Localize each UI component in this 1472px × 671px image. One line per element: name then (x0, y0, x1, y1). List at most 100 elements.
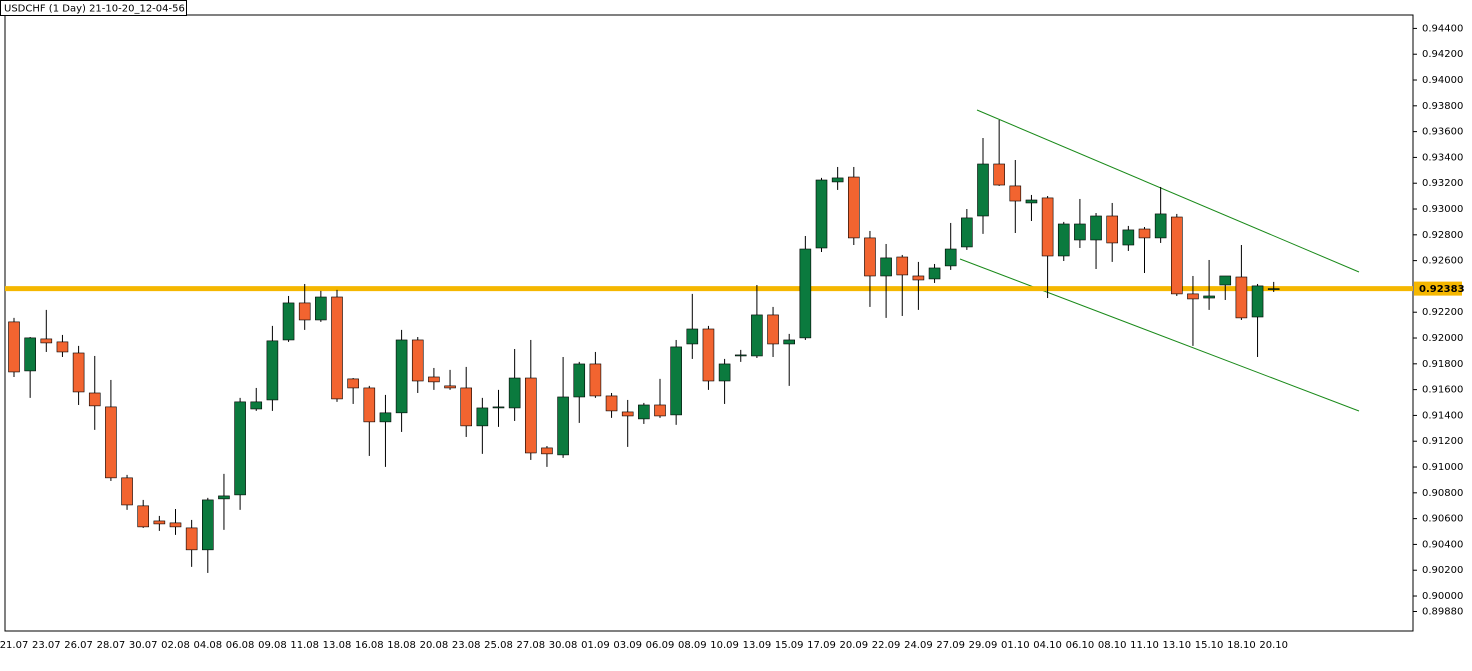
candle-body (621, 411, 634, 417)
x-tick-label: 20.10 (1259, 640, 1288, 651)
y-tick-label: 0.90200 (1422, 565, 1463, 576)
y-tick-label: 0.92800 (1422, 230, 1463, 241)
candle-body (977, 163, 989, 217)
x-tick-label: 02.08 (161, 640, 190, 651)
plot-area (4, 14, 1414, 632)
candle-body (379, 412, 392, 423)
candle-body (1009, 185, 1022, 202)
current-price-box (1414, 281, 1462, 296)
candle-body (1219, 275, 1232, 286)
candle-body (524, 377, 537, 454)
candle-body (250, 401, 263, 410)
candle-body (638, 404, 650, 420)
x-tick-label: 21.07 (0, 640, 28, 651)
candle-body (605, 395, 618, 412)
y-tick-label: 0.90000 (1422, 591, 1463, 602)
x-tick-label: 11.08 (290, 640, 319, 651)
candle-body (815, 179, 828, 249)
candle-body (1138, 228, 1151, 239)
channel-upper (976, 109, 1360, 273)
x-tick-label: 26.07 (64, 640, 93, 651)
candle-body (218, 495, 230, 500)
candle-body (670, 346, 682, 416)
x-tick-label: 27.09 (936, 640, 965, 651)
candle-body (331, 296, 343, 400)
candle-body (298, 302, 311, 321)
x-tick-label: 30.08 (549, 640, 578, 651)
candle-body (783, 339, 796, 345)
candle-body (363, 387, 376, 423)
y-tick-label: 0.90600 (1422, 514, 1463, 525)
x-tick-label: 08.10 (1098, 640, 1127, 651)
x-tick-label: 23.08 (452, 640, 481, 651)
candle-body (266, 340, 279, 401)
candle-body (1203, 295, 1215, 299)
x-tick-label: 18.10 (1227, 640, 1256, 651)
candle-body (961, 217, 973, 248)
x-tick-label: 06.08 (226, 640, 255, 651)
x-tick-label: 13.09 (743, 640, 772, 651)
candle-body (734, 354, 747, 357)
x-tick-label: 22.09 (872, 640, 901, 651)
candle-body (202, 499, 214, 551)
title-box (0, 0, 187, 16)
x-tick-label: 18.08 (387, 640, 416, 651)
candle-body (718, 363, 731, 382)
candle-body (282, 302, 295, 341)
y-tick-label: 0.89880 (1422, 607, 1463, 618)
y-tick-label: 0.91200 (1422, 436, 1463, 447)
x-tick-label: 23.07 (32, 640, 61, 651)
y-tick-label: 0.91800 (1422, 359, 1463, 370)
y-tick-label: 0.94200 (1422, 49, 1463, 60)
y-tick-label: 0.94000 (1422, 75, 1463, 86)
candle-body (928, 267, 941, 280)
candle-body (153, 520, 166, 525)
candle-body (767, 314, 779, 345)
x-tick-label: 04.10 (1033, 640, 1062, 651)
y-tick-label: 0.93400 (1422, 152, 1463, 163)
x-tick-label: 01.09 (581, 640, 610, 651)
candle-body (24, 337, 36, 372)
x-tick-label: 24.09 (904, 640, 933, 651)
candle-body (460, 387, 473, 427)
candle-body (40, 338, 53, 344)
x-tick-label: 03.09 (613, 640, 642, 651)
candle-body (137, 505, 149, 528)
x-tick-label: 09.08 (258, 640, 287, 651)
candle-body (492, 406, 505, 409)
current-price-label: 0.92383 (1419, 284, 1465, 295)
x-tick-label: 27.08 (516, 640, 545, 651)
candle-body (944, 248, 957, 267)
candle-body (751, 314, 763, 357)
candle-body (1074, 223, 1086, 241)
y-tick-label: 0.90800 (1422, 488, 1463, 499)
candle-body (395, 339, 408, 414)
candle-body (1122, 229, 1135, 246)
y-tick-label: 0.93800 (1422, 101, 1463, 112)
candle-body (169, 522, 182, 528)
candle-body (56, 341, 69, 353)
candle-body (1267, 288, 1280, 290)
candle-body (573, 363, 586, 398)
x-tick-label: 01.10 (1001, 640, 1030, 651)
candle-body (1106, 215, 1118, 244)
candle-body (993, 163, 1005, 186)
x-tick-label: 04.08 (193, 640, 222, 651)
candle-body (88, 392, 101, 407)
candle-body (476, 407, 489, 427)
candle-body (234, 401, 246, 496)
x-tick-label: 13.10 (1162, 640, 1191, 651)
candle-body (686, 328, 699, 345)
candle-body (831, 177, 844, 183)
x-tick-label: 20.09 (839, 640, 868, 651)
candle-body (880, 257, 892, 277)
candle-body (1251, 285, 1264, 318)
candle-body (1187, 293, 1199, 300)
candle-body (896, 256, 909, 276)
y-tick-label: 0.92200 (1422, 307, 1463, 318)
x-tick-label: 13.08 (323, 640, 352, 651)
candle-body (847, 176, 860, 239)
candle-body (654, 404, 666, 417)
x-tick-label: 08.09 (678, 640, 707, 651)
candle-body (589, 363, 602, 397)
